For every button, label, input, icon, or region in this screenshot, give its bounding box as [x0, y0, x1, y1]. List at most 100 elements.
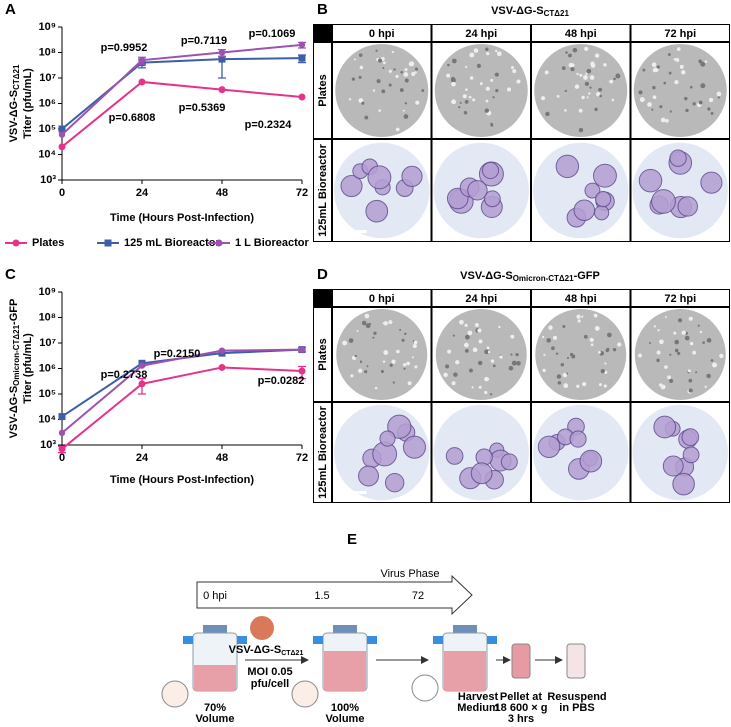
cell [372, 336, 375, 339]
y-tick-label: 10³ [40, 439, 56, 451]
cell [414, 365, 418, 369]
cell [664, 118, 669, 123]
carrier [379, 430, 396, 447]
row-header: 125mL Bioreactor [317, 405, 329, 498]
cell [399, 328, 402, 331]
cell [656, 350, 661, 355]
cell [570, 63, 575, 68]
cell [477, 360, 483, 366]
cell [700, 61, 706, 67]
cell [472, 347, 478, 353]
cell [469, 76, 474, 80]
cell [403, 72, 409, 77]
cell [576, 384, 580, 388]
cell [382, 61, 386, 65]
cell [469, 52, 475, 58]
carrier [651, 189, 676, 214]
cell [388, 83, 392, 87]
cell [581, 315, 584, 318]
data-point [58, 143, 66, 151]
row-header: 125mL Bioreactor [317, 143, 329, 236]
panel-title-suffix: -GFP [574, 270, 600, 282]
cell [468, 95, 472, 99]
cell [402, 109, 405, 112]
carrier [573, 199, 596, 222]
cell [465, 88, 468, 91]
legend-label: 1 L Bioreactor [235, 237, 309, 249]
cell [485, 99, 489, 103]
cell [359, 65, 364, 70]
vessel-cap [203, 625, 227, 633]
y-tick-label: 10⁴ [38, 413, 56, 425]
series-line [61, 348, 303, 434]
cell [395, 74, 399, 79]
inset [161, 680, 189, 708]
cell [342, 340, 348, 346]
virus-icon [250, 616, 274, 640]
carrier [682, 446, 700, 464]
cell [688, 316, 693, 321]
carrier [672, 472, 695, 496]
row-header-box [314, 140, 331, 241]
cell [400, 70, 404, 74]
cell [391, 50, 395, 54]
scale-bar [346, 491, 367, 494]
carrier [470, 462, 493, 485]
cell [568, 53, 572, 58]
cell [651, 108, 654, 111]
legend-label: 125 mL Bioreactor [124, 237, 221, 249]
cell [382, 67, 385, 70]
cell [560, 362, 565, 367]
y-tick-label: 10⁵ [39, 123, 56, 135]
x-tick-label: 72 [296, 187, 308, 199]
y-tick-label: 10⁹ [39, 21, 56, 33]
carrier [387, 414, 412, 439]
cell [383, 350, 389, 355]
cell [659, 105, 663, 109]
micrograph [633, 44, 727, 137]
cell [664, 365, 668, 369]
cell [376, 79, 381, 84]
cell [578, 127, 584, 133]
step-label: 70% [204, 702, 226, 714]
carrier [365, 199, 389, 223]
cell [380, 369, 384, 374]
cell [358, 53, 363, 57]
tube [511, 643, 531, 679]
cell [508, 365, 514, 371]
data-point [138, 56, 146, 64]
cell [669, 353, 672, 356]
cell [706, 338, 712, 343]
cell [589, 75, 595, 80]
cell [356, 329, 359, 332]
cell [477, 328, 482, 333]
cell [649, 342, 652, 345]
cell [467, 330, 473, 336]
y-tick-label: 10⁶ [39, 362, 56, 374]
data-point [298, 367, 306, 375]
cell [484, 108, 490, 113]
timeline-label: 0 hpi [203, 590, 227, 602]
cell [496, 51, 502, 57]
cell [543, 353, 546, 357]
data-point [298, 346, 306, 353]
cell [692, 350, 697, 355]
cell [415, 100, 420, 105]
cell [617, 342, 622, 347]
x-tick-label: 24 [136, 187, 149, 199]
cell [401, 338, 405, 342]
cell [464, 349, 469, 353]
cell [707, 107, 711, 111]
carrier [662, 455, 684, 477]
cell [581, 95, 585, 100]
cell [464, 99, 469, 104]
p-value: p=0.5369 [179, 102, 226, 114]
cell [687, 369, 691, 373]
row-header: Plates [317, 338, 329, 370]
cell [552, 335, 558, 340]
column-header-box [432, 25, 530, 41]
cell [366, 365, 369, 368]
cell [404, 78, 409, 83]
cell [411, 356, 414, 359]
panel-title-sub: Omicron-CTΔ21 [513, 274, 574, 283]
